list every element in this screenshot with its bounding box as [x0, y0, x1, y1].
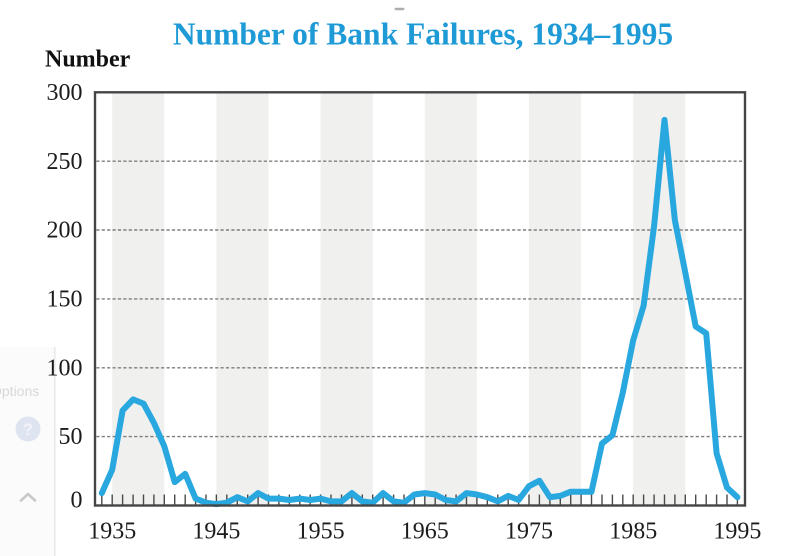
- svg-text:50: 50: [59, 424, 83, 450]
- svg-text:1985: 1985: [609, 519, 657, 545]
- svg-text:300: 300: [47, 80, 83, 106]
- svg-text:1935: 1935: [88, 519, 136, 545]
- svg-text:?: ?: [23, 420, 33, 439]
- svg-text:250: 250: [47, 149, 83, 175]
- svg-text:1945: 1945: [192, 519, 240, 545]
- svg-text:100: 100: [47, 355, 83, 381]
- svg-text:Number: Number: [45, 47, 131, 73]
- svg-text:Number of Bank Failures, 1934–: Number of Bank Failures, 1934–1995: [173, 17, 673, 52]
- svg-text:Options: Options: [0, 383, 39, 399]
- svg-text:1965: 1965: [401, 519, 449, 545]
- svg-text:150: 150: [47, 287, 83, 313]
- svg-text:1975: 1975: [505, 519, 553, 545]
- svg-text:1995: 1995: [713, 519, 761, 545]
- svg-text:0: 0: [71, 488, 83, 514]
- svg-text:1955: 1955: [297, 519, 345, 545]
- svg-text:200: 200: [47, 218, 83, 244]
